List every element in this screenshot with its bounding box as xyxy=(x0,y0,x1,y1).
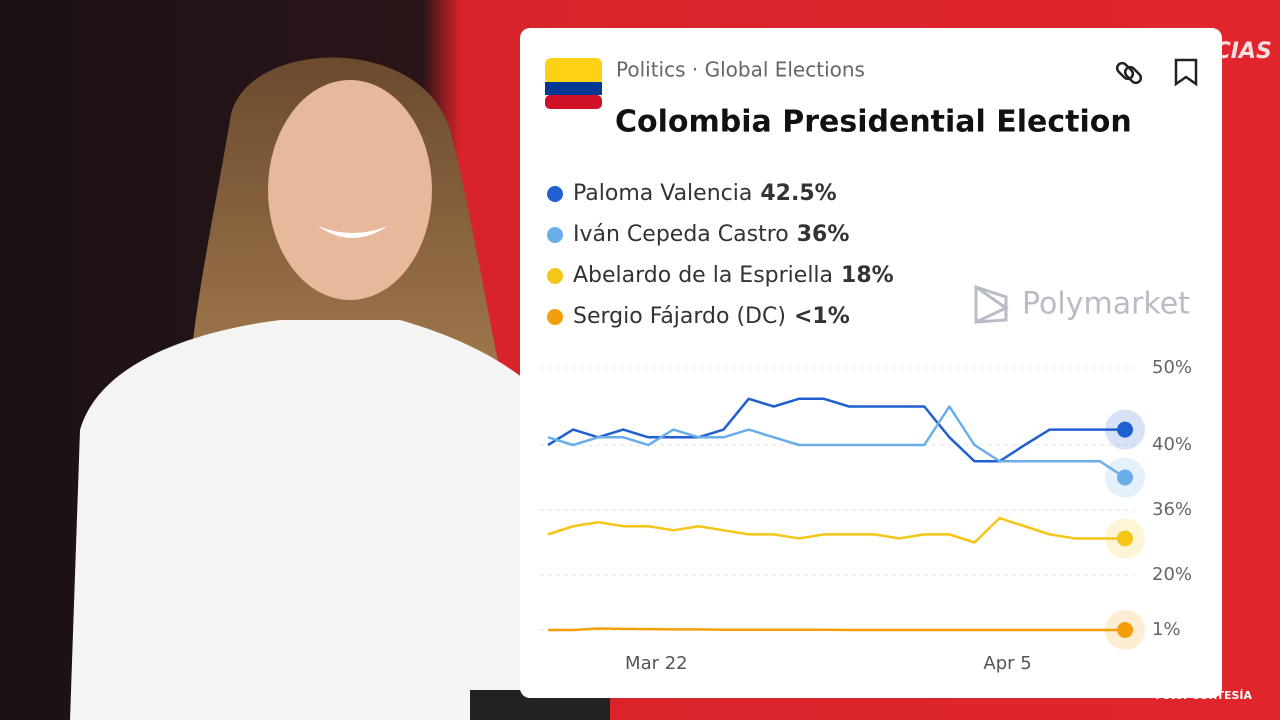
legend-name: Iván Cepeda Castro xyxy=(573,222,789,247)
legend-value: 36% xyxy=(797,222,850,247)
legend-entry: Paloma Valencia 42.5% xyxy=(573,181,837,206)
photo-credit: Foto: CORTESÍA xyxy=(1155,689,1252,702)
legend-entry: Abelardo de la Espriella 18% xyxy=(573,263,894,288)
legend-name: Sergio Fájardo (DC) xyxy=(573,304,786,329)
legend-value: <1% xyxy=(794,304,850,329)
end-dot xyxy=(1117,421,1133,438)
legend-dot xyxy=(547,309,563,325)
person-photo xyxy=(70,57,610,720)
subtitle: Politics · Global Elections xyxy=(616,58,865,82)
end-dot xyxy=(1117,469,1133,486)
legend-name: Abelardo de la Espriella xyxy=(573,263,833,288)
link-icon[interactable] xyxy=(1115,61,1143,85)
legend-entry: Iván Cepeda Castro 36% xyxy=(573,222,849,247)
y-tick-label: 1% xyxy=(1152,619,1181,640)
y-tick-label: 40% xyxy=(1152,434,1192,455)
card xyxy=(520,28,1222,698)
legend-dot xyxy=(547,186,563,202)
flag xyxy=(545,58,602,109)
chart-title: Colombia Presidential Election xyxy=(615,105,1132,140)
brand-logo: TOTUS NOTICIAS xyxy=(1064,39,1272,64)
legend-value: 18% xyxy=(841,263,894,288)
legend-entry: Sergio Fájardo (DC) <1% xyxy=(573,304,850,329)
watermark: Polymarket xyxy=(1022,287,1190,322)
end-dot xyxy=(1117,530,1133,547)
series-line xyxy=(547,397,1125,463)
legend-name: Paloma Valencia xyxy=(573,181,752,206)
series-line xyxy=(548,627,1125,632)
legend-dot xyxy=(547,227,563,243)
legend-value: 42.5% xyxy=(760,181,836,206)
y-tick-label: 50% xyxy=(1152,357,1192,378)
bookmark-icon[interactable] xyxy=(1174,58,1198,87)
series-line xyxy=(547,405,1126,479)
y-tick-label: 36% xyxy=(1152,499,1192,520)
legend-dot xyxy=(547,268,563,284)
end-dot xyxy=(1117,622,1133,638)
watermark-logo xyxy=(974,284,1009,324)
x-tick-label: Apr 5 xyxy=(983,653,1031,674)
x-tick-label: Mar 22 xyxy=(625,653,688,674)
y-tick-label: 20% xyxy=(1152,564,1192,585)
series-line xyxy=(547,516,1125,544)
